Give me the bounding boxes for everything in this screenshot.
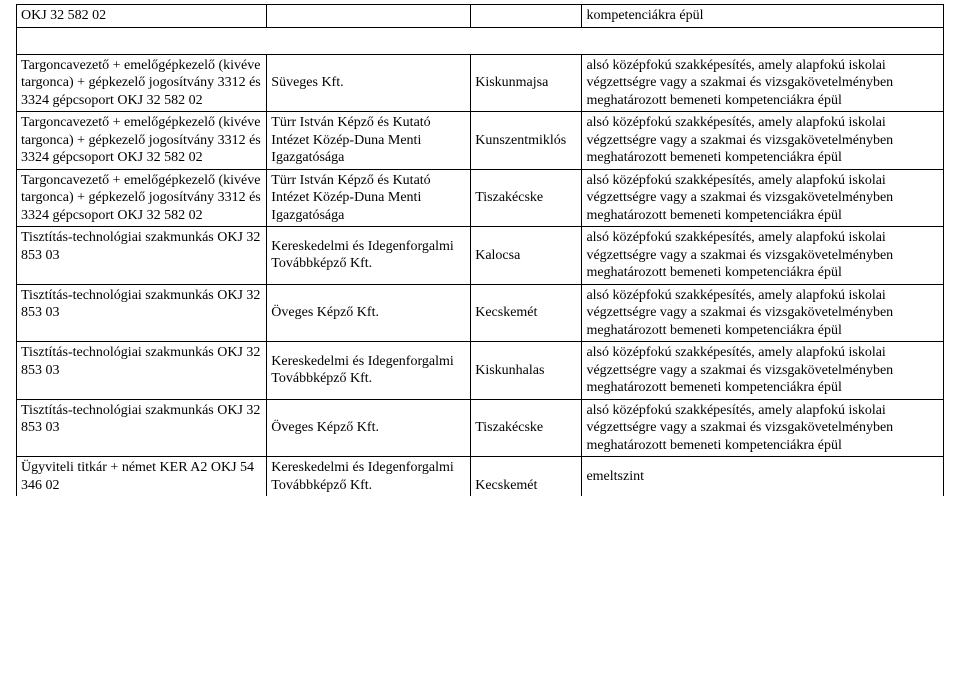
table-row: Tisztítás-technológiai szakmunkás OKJ 32… (17, 342, 944, 400)
cell-text: Süveges Kft. (271, 74, 466, 92)
cell-text: Kunszentmiklós (475, 132, 577, 150)
table-cell: Tisztítás-technológiai szakmunkás OKJ 32… (17, 399, 267, 457)
table-cell: alsó középfokú szakképesítés, amely alap… (582, 399, 944, 457)
cell-text: OKJ 32 582 02 (21, 7, 262, 25)
table-cell: Tisztítás-technológiai szakmunkás OKJ 32… (17, 227, 267, 285)
table-cell: Kereskedelmi és Idegenforgalmi Továbbkép… (267, 227, 471, 285)
table-cell: Targoncavezető + emelőgépkezelő (kivéve … (17, 112, 267, 170)
table-cell: Kereskedelmi és Idegenforgalmi Továbbkép… (267, 342, 471, 400)
table-row: Tisztítás-technológiai szakmunkás OKJ 32… (17, 284, 944, 342)
cell-text: kompetenciákra épül (586, 7, 939, 25)
cell-text: Kereskedelmi és Idegenforgalmi Továbbkép… (271, 238, 466, 273)
table-cell: Tisztítás-technológiai szakmunkás OKJ 32… (17, 284, 267, 342)
table-cell: alsó középfokú szakképesítés, amely alap… (582, 342, 944, 400)
qualification-table: OKJ 32 582 02 kompetenciákra épül Targonca… (16, 4, 944, 496)
table-cell: Kiskunmajsa (471, 54, 582, 112)
table-cell: Öveges Képző Kft. (267, 399, 471, 457)
table-cell: Kiskunhalas (471, 342, 582, 400)
table-cell: Kereskedelmi és Idegenforgalmi Továbbkép… (267, 457, 471, 497)
cell-text: Targoncavezető + emelőgépkezelő (kivéve … (21, 114, 262, 167)
table-cell: emeltszint (582, 457, 944, 497)
table-cell: Tiszakécske (471, 169, 582, 227)
table-cell: kompetenciákra épül (582, 5, 944, 28)
table-cell: alsó középfokú szakképesítés, amely alap… (582, 112, 944, 170)
table-row: Tisztítás-technológiai szakmunkás OKJ 32… (17, 399, 944, 457)
cell-text: Ügyviteli titkár + német KER A2 OKJ 54 3… (21, 459, 262, 494)
table-cell (471, 5, 582, 28)
cell-text: Kereskedelmi és Idegenforgalmi Továbbkép… (271, 353, 466, 388)
cell-text: alsó középfokú szakképesítés, amely alap… (586, 114, 939, 167)
table-cell: Tiszakécske (471, 399, 582, 457)
table-cell: Kalocsa (471, 227, 582, 285)
table-cell: Ügyviteli titkár + német KER A2 OKJ 54 3… (17, 457, 267, 497)
cell-text: alsó középfokú szakképesítés, amely alap… (586, 287, 939, 340)
cell-text: Kalocsa (475, 247, 577, 265)
cell-text: Kereskedelmi és Idegenforgalmi Továbbkép… (271, 459, 466, 494)
table-row: Tisztítás-technológiai szakmunkás OKJ 32… (17, 227, 944, 285)
document-page: OKJ 32 582 02 kompetenciákra épül Targonca… (0, 0, 960, 506)
cell-text: emeltszint (586, 468, 939, 486)
cell-text: Öveges Képző Kft. (271, 419, 466, 437)
cell-text: alsó középfokú szakképesítés, amely alap… (586, 402, 939, 455)
table-cell: alsó középfokú szakképesítés, amely alap… (582, 284, 944, 342)
cell-text: Tisztítás-technológiai szakmunkás OKJ 32… (21, 229, 262, 264)
cell-text: Targoncavezető + emelőgépkezelő (kivéve … (21, 172, 262, 225)
cell-text: Tisztítás-technológiai szakmunkás OKJ 32… (21, 344, 262, 379)
cell-text: Türr István Képző és Kutató Intézet Közé… (271, 114, 466, 167)
cell-text: Tisztítás-technológiai szakmunkás OKJ 32… (21, 402, 262, 437)
table-row: Targoncavezető + emelőgépkezelő (kivéve … (17, 112, 944, 170)
cell-text: alsó középfokú szakképesítés, amely alap… (586, 229, 939, 282)
cell-text: Kiskunmajsa (475, 74, 577, 92)
cell-text: Kiskunhalas (475, 362, 577, 380)
cell-text: alsó középfokú szakképesítés, amely alap… (586, 344, 939, 397)
table-row: Ügyviteli titkár + német KER A2 OKJ 54 3… (17, 457, 944, 497)
cell-text: Türr István Képző és Kutató Intézet Közé… (271, 172, 466, 225)
table-cell: Kecskemét (471, 284, 582, 342)
table-row: Targoncavezető + emelőgépkezelő (kivéve … (17, 54, 944, 112)
table-row (17, 27, 944, 54)
table-cell: Kunszentmiklós (471, 112, 582, 170)
table-cell: alsó középfokú szakképesítés, amely alap… (582, 169, 944, 227)
table-cell: Targoncavezető + emelőgépkezelő (kivéve … (17, 169, 267, 227)
table-cell: alsó középfokú szakképesítés, amely alap… (582, 227, 944, 285)
table-cell: OKJ 32 582 02 (17, 5, 267, 28)
table-cell: Türr István Képző és Kutató Intézet Közé… (267, 169, 471, 227)
table-cell (267, 5, 471, 28)
table-cell: Kecskemét (471, 457, 582, 497)
cell-text: Targoncavezető + emelőgépkezelő (kivéve … (21, 57, 262, 110)
cell-text: Tisztítás-technológiai szakmunkás OKJ 32… (21, 287, 262, 322)
table-cell: Türr István Képző és Kutató Intézet Közé… (267, 112, 471, 170)
table-row: OKJ 32 582 02 kompetenciákra épül (17, 5, 944, 28)
table-cell: Targoncavezető + emelőgépkezelő (kivéve … (17, 54, 267, 112)
table-cell: Süveges Kft. (267, 54, 471, 112)
table-cell: Öveges Képző Kft. (267, 284, 471, 342)
cell-text: Tiszakécske (475, 189, 577, 207)
cell-text: alsó középfokú szakképesítés, amely alap… (586, 57, 939, 110)
table-cell: alsó középfokú szakképesítés, amely alap… (582, 54, 944, 112)
cell-text: Kecskemét (475, 477, 577, 495)
cell-text: Tiszakécske (475, 419, 577, 437)
table-row: Targoncavezető + emelőgépkezelő (kivéve … (17, 169, 944, 227)
table-cell: Tisztítás-technológiai szakmunkás OKJ 32… (17, 342, 267, 400)
cell-text: Kecskemét (475, 304, 577, 322)
cell-text: Öveges Képző Kft. (271, 304, 466, 322)
cell-text: alsó középfokú szakképesítés, amely alap… (586, 172, 939, 225)
